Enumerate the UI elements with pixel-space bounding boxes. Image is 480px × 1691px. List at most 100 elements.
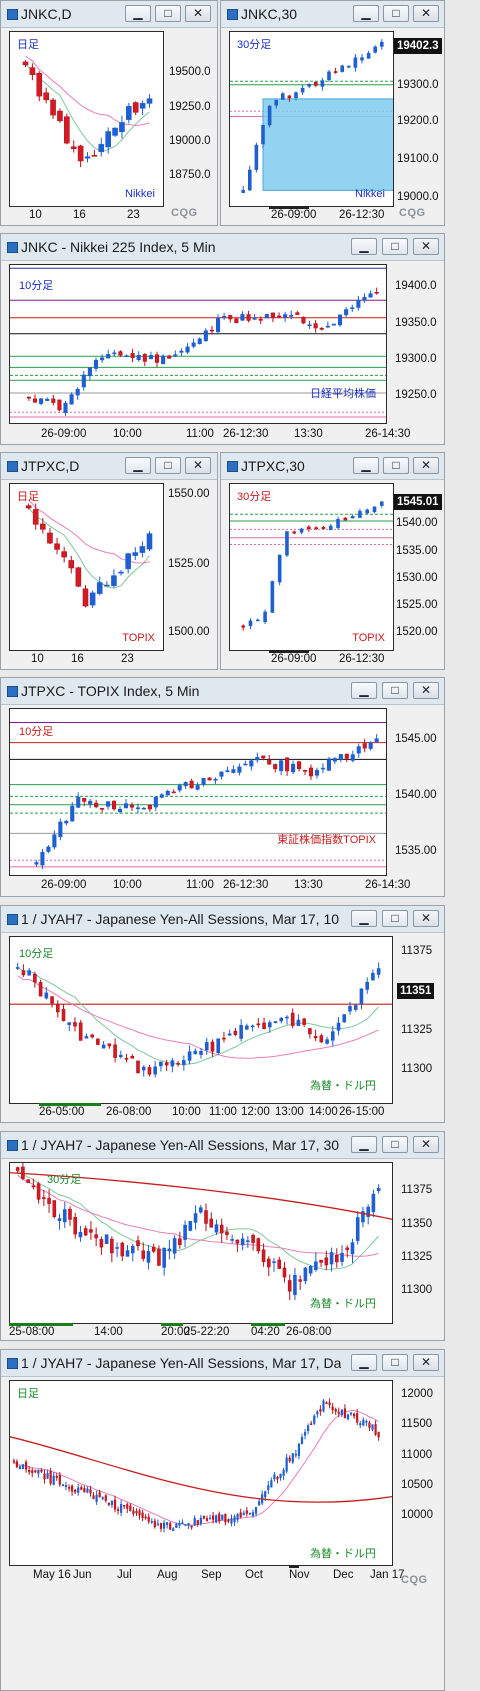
- chart-window-jtpxc-30min[interactable]: JTPXC,30 ▁ □ ✕ 30分足 TOPIX 1545.01 1540.0…: [220, 452, 445, 670]
- window-titlebar[interactable]: JTPXC,30 ▁ □ ✕: [221, 453, 444, 480]
- close-button[interactable]: ✕: [413, 457, 439, 474]
- y-tick-label: 11350: [401, 1218, 433, 1230]
- period-label: 10分足: [19, 726, 54, 738]
- candle-body: [64, 1485, 68, 1488]
- candle-body: [277, 1259, 282, 1269]
- candle-body: [184, 1524, 187, 1526]
- chart-plot-area[interactable]: 日足 為替・ドル円: [9, 1380, 393, 1566]
- chart-window-jyah7-10min[interactable]: 1 / JYAH7 - Japanese Yen-All Sessions, M…: [0, 905, 445, 1123]
- chart-window-topix-5min[interactable]: JTPXC - TOPIX Index, 5 Min ▁ □ ✕ 10分足 東証…: [0, 677, 445, 897]
- candle-body: [142, 354, 147, 362]
- candle-body: [126, 1504, 129, 1509]
- maximize-button[interactable]: □: [382, 238, 408, 255]
- chart-window-jyah7-daily[interactable]: 1 / JYAH7 - Japanese Yen-All Sessions, M…: [0, 1349, 445, 1691]
- chart-plot-area[interactable]: 日足 Nikkei: [9, 31, 164, 207]
- close-button[interactable]: ✕: [413, 910, 439, 927]
- chart-window-icon: [7, 1140, 18, 1151]
- window-titlebar[interactable]: JNKC,D ▁ □ ✕: [1, 1, 217, 28]
- candle-body: [61, 551, 67, 558]
- x-tick-label: 26-14:30: [365, 428, 411, 440]
- maximize-button[interactable]: □: [155, 5, 181, 22]
- candle-body: [264, 1491, 267, 1498]
- window-titlebar[interactable]: JNKC,30 ▁ □ ✕: [221, 1, 444, 28]
- chart-plot-area[interactable]: 日足 TOPIX: [9, 483, 164, 651]
- y-tick-label: 1540.00: [395, 789, 437, 801]
- candle-body: [347, 65, 351, 68]
- candle-body: [32, 398, 38, 403]
- moving-average-line: [10, 1436, 392, 1503]
- minimize-button[interactable]: ▁: [351, 682, 377, 699]
- chart-window-icon: [7, 242, 18, 253]
- chart-plot-area[interactable]: 10分足 日経平均株価: [9, 264, 387, 424]
- candle-body: [173, 354, 178, 357]
- chart-window-nikkei-5min[interactable]: JNKC - Nikkei 225 Index, 5 Min ▁ □ ✕ 10分…: [0, 233, 445, 445]
- candle-body: [87, 367, 92, 377]
- chart-window-jyah7-30min[interactable]: 1 / JYAH7 - Japanese Yen-All Sessions, M…: [0, 1131, 445, 1341]
- maximize-button[interactable]: □: [155, 457, 181, 474]
- window-titlebar[interactable]: JTPXC - TOPIX Index, 5 Min ▁ □ ✕: [1, 678, 444, 705]
- candle-body: [331, 1406, 334, 1410]
- candle-body: [218, 1513, 221, 1522]
- candle-body: [288, 1457, 291, 1462]
- close-button[interactable]: ✕: [413, 5, 439, 22]
- close-button[interactable]: ✕: [413, 238, 439, 255]
- close-button[interactable]: ✕: [413, 1354, 439, 1371]
- x-tick-label: 26-15:00: [339, 1106, 385, 1118]
- candle-body: [334, 1409, 337, 1412]
- candle-body: [182, 1060, 186, 1066]
- chart-plot-area[interactable]: 10分足 東証株価指数TOPIX: [9, 708, 387, 876]
- maximize-button[interactable]: □: [382, 1136, 408, 1153]
- minimize-button[interactable]: ▁: [125, 5, 151, 22]
- maximize-button[interactable]: □: [382, 682, 408, 699]
- candle-body: [283, 314, 288, 318]
- x-tick-label: 10:00: [113, 879, 142, 891]
- candle-body: [297, 1443, 301, 1456]
- x-tick-label: 11:00: [186, 428, 214, 440]
- chart-window-jtpxc-daily[interactable]: JTPXC,D ▁ □ ✕ 日足 TOPIX 1550.00 1525.00 1…: [0, 452, 218, 670]
- close-button[interactable]: ✕: [185, 5, 211, 22]
- close-button[interactable]: ✕: [185, 457, 211, 474]
- minimize-button[interactable]: ▁: [353, 457, 379, 474]
- candle-body: [136, 1060, 140, 1074]
- instrument-label: TOPIX: [352, 632, 385, 644]
- minimize-button[interactable]: ▁: [351, 1136, 377, 1153]
- chart-plot-area[interactable]: 10分足 為替・ドル円: [9, 936, 393, 1104]
- candle-body: [100, 357, 105, 361]
- maximize-button[interactable]: □: [382, 1354, 408, 1371]
- x-tick-label: 16: [73, 209, 86, 221]
- minimize-button[interactable]: ▁: [125, 457, 151, 474]
- y-tick-label: 19100.0: [397, 153, 439, 165]
- candle-body: [46, 1473, 49, 1479]
- window-titlebar[interactable]: 1 / JYAH7 - Japanese Yen-All Sessions, M…: [1, 1350, 444, 1377]
- minimize-button[interactable]: ▁: [351, 910, 377, 927]
- maximize-button[interactable]: □: [383, 457, 409, 474]
- close-button[interactable]: ✕: [413, 682, 439, 699]
- window-titlebar[interactable]: 1 / JYAH7 - Japanese Yen-All Sessions, M…: [1, 1132, 444, 1159]
- chart-plot-area[interactable]: 30分足 Nikkei: [229, 31, 394, 207]
- chart-window-jnkc-daily[interactable]: JNKC,D ▁ □ ✕ 日足 Nikkei 19500.0 19250.0 1…: [0, 0, 218, 226]
- candle-body: [380, 501, 384, 506]
- candle-body: [202, 1515, 206, 1519]
- window-titlebar[interactable]: JTPXC,D ▁ □ ✕: [1, 453, 217, 480]
- chart-plot-area[interactable]: 30分足 為替・ドル円: [9, 1162, 393, 1324]
- chart-window-jnkc-30min[interactable]: JNKC,30 ▁ □ ✕ 30分足 Nikkei 19402.3 19300.…: [220, 0, 445, 226]
- candle-body: [201, 778, 206, 785]
- candle-body: [374, 1424, 377, 1435]
- maximize-button[interactable]: □: [382, 910, 408, 927]
- chart-plot-area[interactable]: 30分足 TOPIX: [229, 483, 394, 651]
- candle-body: [274, 99, 279, 106]
- minimize-button[interactable]: ▁: [353, 5, 379, 22]
- minimize-button[interactable]: ▁: [351, 1354, 377, 1371]
- window-titlebar[interactable]: JNKC - Nikkei 225 Index, 5 Min ▁ □ ✕: [1, 234, 444, 261]
- close-button[interactable]: ✕: [413, 1136, 439, 1153]
- candle-body: [90, 1034, 94, 1038]
- window-titlebar[interactable]: 1 / JYAH7 - Japanese Yen-All Sessions, M…: [1, 906, 444, 933]
- candle-body: [146, 1251, 151, 1263]
- candle-body: [125, 553, 131, 570]
- x-tick-label: 10: [29, 209, 42, 221]
- maximize-button[interactable]: □: [383, 5, 409, 22]
- candle-body: [320, 80, 325, 87]
- candle-body: [120, 1504, 123, 1513]
- minimize-button[interactable]: ▁: [351, 238, 377, 255]
- candle-body: [187, 1051, 192, 1061]
